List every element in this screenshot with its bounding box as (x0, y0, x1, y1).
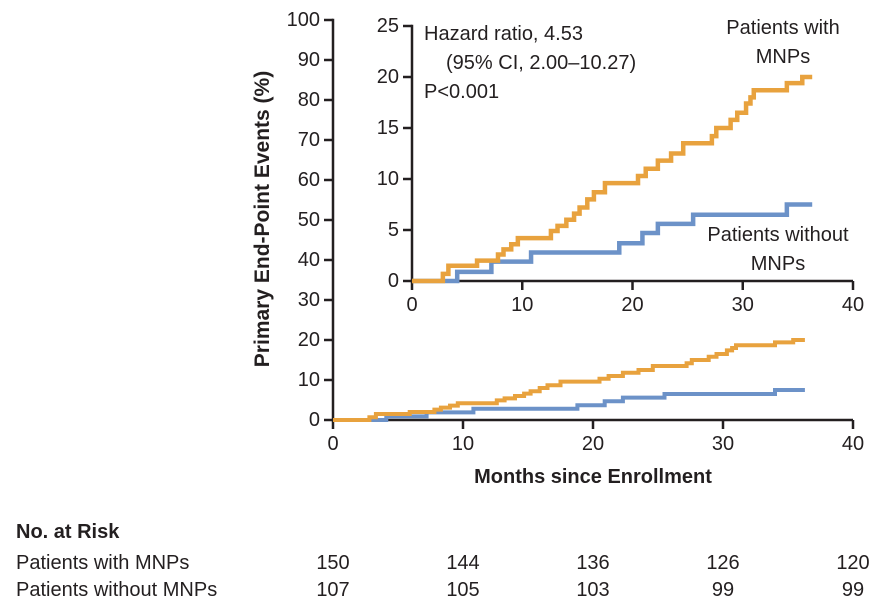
legend-without-line2: MNPs (750, 253, 806, 275)
main-x-tick-label: 40 (842, 433, 864, 455)
main-x-tick-label: 30 (712, 433, 734, 455)
inset-y-tick-label: 25 (377, 15, 399, 37)
risk-count: 136 (576, 552, 610, 574)
main-x-tick-label: 10 (452, 433, 474, 455)
inset-x-tick-label: 0 (406, 294, 417, 316)
main-y-tick-label: 70 (298, 129, 320, 151)
hazard-ratio-annotation: Hazard ratio, 4.53 (95% CI, 2.00–10.27) … (424, 20, 636, 107)
main-curve-without-mnps (333, 388, 805, 422)
main-y-axis-title: Primary End-Point Events (%) (251, 70, 274, 368)
risk-count: 99 (711, 579, 735, 601)
inset-y-tick-label: 15 (377, 117, 399, 139)
risk-count: 105 (446, 579, 480, 601)
inset-x-tick-label: 10 (511, 294, 533, 316)
inset-y-tick-label: 20 (377, 66, 399, 88)
inset-curve-without-mnps (412, 202, 813, 284)
risk-table-title: No. at Risk (16, 521, 120, 543)
legend-without-line1: Patients without (707, 224, 849, 246)
main-curve-with-mnps (333, 338, 805, 422)
main-x-tick-label: 20 (582, 433, 604, 455)
inset-y-tick-label: 10 (377, 168, 399, 190)
inset-x-tick-label: 30 (732, 294, 754, 316)
risk-count: 99 (841, 579, 865, 601)
main-y-tick-label: 100 (287, 9, 320, 31)
legend-patients-with-mnps: Patients with MNPs (698, 14, 868, 72)
inset-curve-with-mnps (412, 74, 813, 284)
legend-with-line1: Patients with (726, 17, 840, 39)
main-y-tick-label: 10 (298, 369, 320, 391)
main-y-tick-label: 60 (298, 169, 320, 191)
main-y-tick-label: 30 (298, 289, 320, 311)
risk-count: 126 (706, 552, 740, 574)
main-y-tick-label: 20 (298, 329, 320, 351)
hazard-ratio-line1: Hazard ratio, 4.53 (424, 23, 583, 45)
main-y-tick-label: 80 (298, 89, 320, 111)
main-y-tick-label: 90 (298, 49, 320, 71)
main-y-tick-label: 40 (298, 249, 320, 271)
risk-row-label-without-mnps: Patients without MNPs (16, 579, 218, 601)
main-y-tick-label: 0 (309, 409, 320, 431)
risk-count: 120 (836, 552, 870, 574)
inset-y-tick-label: 0 (388, 270, 399, 292)
main-x-axis-title: Months since Enrollment (474, 466, 712, 488)
inset-x-tick-label: 20 (621, 294, 643, 316)
inset-y-tick-label: 5 (388, 219, 399, 241)
risk-count: 107 (316, 579, 350, 601)
hazard-ratio-line2: (95% CI, 2.00–10.27) (446, 52, 637, 74)
risk-count: 144 (446, 552, 480, 574)
p-value: P<0.001 (424, 81, 500, 103)
risk-row-label-with-mnps: Patients with MNPs (16, 552, 190, 574)
legend-patients-without-mnps: Patients without MNPs (680, 221, 876, 279)
main-y-tick-label: 50 (298, 209, 320, 231)
main-x-tick-label: 0 (327, 433, 338, 455)
risk-count: 150 (316, 552, 350, 574)
inset-x-tick-label: 40 (842, 294, 864, 316)
risk-count: 103 (576, 579, 610, 601)
legend-with-line2: MNPs (755, 46, 811, 68)
